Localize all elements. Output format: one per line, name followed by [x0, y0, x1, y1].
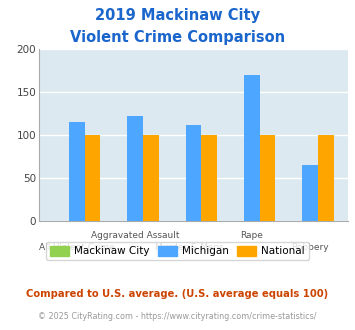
Bar [127, 116, 143, 221]
Bar [302, 165, 318, 221]
Bar [318, 135, 334, 221]
Bar [69, 122, 84, 221]
Bar [244, 75, 260, 221]
Bar [84, 135, 100, 221]
Bar [143, 135, 159, 221]
Bar [201, 135, 217, 221]
Text: Violent Crime Comparison: Violent Crime Comparison [70, 30, 285, 45]
Text: Robbery: Robbery [291, 244, 329, 252]
Text: Murder & Mans...: Murder & Mans... [155, 244, 232, 252]
Text: All Violent Crime: All Violent Crime [39, 244, 115, 252]
Legend: Mackinaw City, Michigan, National: Mackinaw City, Michigan, National [46, 242, 309, 260]
Bar [260, 135, 275, 221]
Bar [186, 125, 201, 221]
Text: Compared to U.S. average. (U.S. average equals 100): Compared to U.S. average. (U.S. average … [26, 289, 329, 299]
Text: 2019 Mackinaw City: 2019 Mackinaw City [95, 8, 260, 23]
Text: © 2025 CityRating.com - https://www.cityrating.com/crime-statistics/: © 2025 CityRating.com - https://www.city… [38, 312, 317, 321]
Text: Aggravated Assault: Aggravated Assault [91, 231, 179, 240]
Text: Rape: Rape [240, 231, 263, 240]
